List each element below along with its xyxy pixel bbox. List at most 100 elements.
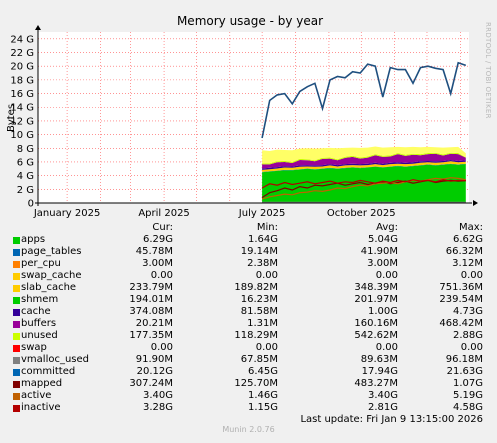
legend-row-buffers: buffers 20.21M 1.31M 160.16M 468.42M [0,318,497,330]
legend-name: swap_cache [21,270,82,281]
legend-row-active: active 3.40G 1.46G 3.40G 5.19G [0,390,497,402]
y-axis-arrow [35,25,41,30]
legend-header-min: Min: [256,222,278,233]
legend-min-value: 1.15G [247,402,278,413]
legend-avg-value: 41.90M [360,246,398,257]
legend-avg-value: 3.40G [367,390,398,401]
legend-min-value: 1.46G [247,390,278,401]
legend-max-value: 6.62G [452,234,483,245]
x-tick-label: July 2025 [238,208,286,219]
legend-cur-value: 374.08M [129,306,173,317]
legend-row-inactive: inactive 3.28G 1.15G 2.81G 4.58G [0,402,497,414]
legend-max-value: 96.18M [445,354,483,365]
legend-avg-value: 17.94G [361,366,398,377]
legend-row-per-cpu: per_cpu 3.00M 2.38M 3.00M 3.12M [0,258,497,270]
x-tick-label: October 2025 [327,208,396,219]
legend-swatch [13,381,20,388]
legend-max-value: 0.00 [460,342,483,353]
y-tick-label: 20 G [10,62,34,73]
legend-max-value: 239.54M [439,294,483,305]
legend-name: inactive [21,402,61,413]
legend-row-cache: cache 374.08M 81.58M 1.00G 4.73G [0,306,497,318]
y-tick-label: 0 [28,199,34,210]
legend-avg-value: 483.27M [354,378,398,389]
legend-min-value: 118.29M [234,330,278,341]
area-slab-cache [262,161,466,172]
legend-name: shmem [21,294,59,305]
line-committed [261,61,467,139]
legend-cur-value: 20.21M [135,318,173,329]
legend-cur-value: 194.01M [129,294,173,305]
legend-cur-value: 20.12G [136,366,173,377]
legend-name: page_tables [21,246,82,257]
y-tick-label: 18 G [10,75,34,86]
legend-avg-value: 89.63M [360,354,398,365]
legend-swatch [13,261,20,268]
legend-name: cache [21,306,51,317]
legend-max-value: 4.58G [452,402,483,413]
legend-row-apps: apps 6.29G 1.64G 5.04G 6.62G [0,234,497,246]
legend-min-value: 16.23M [240,294,278,305]
legend-max-value: 5.19G [452,390,483,401]
legend-avg-value: 0.00 [375,270,398,281]
legend-min-value: 0.00 [255,270,278,281]
area-unused [262,146,466,164]
legend-cur-value: 6.29G [142,234,173,245]
legend-swatch [13,273,20,280]
legend-min-value: 67.85M [240,354,278,365]
legend-max-value: 0.00 [460,270,483,281]
y-tick-label: 2 G [17,185,34,196]
legend-swatch [13,309,20,316]
y-tick-label: 8 G [17,144,34,155]
legend-header: Cur: Min: Avg: Max: [0,222,497,234]
legend-name: mapped [21,378,63,389]
legend-min-value: 81.58M [240,306,278,317]
x-axis-arrow [473,200,478,206]
legend-avg-value: 1.00G [367,306,398,317]
y-tick-label: 24 G [10,34,34,45]
legend-cur-value: 3.00M [142,258,173,269]
legend-name: committed [21,366,76,377]
legend-avg-value: 3.00M [367,258,398,269]
legend-swatch [13,405,20,412]
legend-min-value: 6.45G [247,366,278,377]
legend-avg-value: 160.16M [354,318,398,329]
legend-swatch [13,393,20,400]
legend-swatch [13,321,20,328]
y-tick-label: 6 G [17,157,34,168]
legend-cur-value: 177.35M [129,330,173,341]
legend-row-shmem: shmem 194.01M 16.23M 201.97M 239.54M [0,294,497,306]
legend-min-value: 1.31M [247,318,278,329]
legend-max-value: 66.32M [445,246,483,257]
legend-row-unused: unused 177.35M 118.29M 542.62M 2.88G [0,330,497,342]
legend-name: active [21,390,52,401]
legend-max-value: 21.63G [446,366,483,377]
legend-max-value: 468.42M [439,318,483,329]
line-inactive [261,179,466,189]
series-lines [261,61,467,203]
legend-swatch [13,357,20,364]
legend-max-value: 3.12M [452,258,483,269]
legend-name: buffers [21,318,57,329]
legend-name: unused [21,330,58,341]
legend-row-swap-cache: swap_cache 0.00 0.00 0.00 0.00 [0,270,497,282]
legend-min-value: 0.00 [255,342,278,353]
legend-header-avg: Avg: [376,222,398,233]
memory-chart: Memory usage - by year Bytes RRDTOOL / T… [6,14,492,219]
legend-swatch [13,345,20,352]
legend-cur-value: 3.40G [142,390,173,401]
legend-name: swap [21,342,47,353]
legend-swatch [13,297,20,304]
y-axis: 0 2 G 4 G 6 G 8 G 10 G 12 G 14 G 16 G 18 G 20 G 22 … [10,34,34,209]
legend-swatch [13,333,20,340]
legend-min-value: 125.70M [234,378,278,389]
legend-max-value: 751.36M [439,282,483,293]
legend-row-swap: swap 0.00 0.00 0.00 0.00 [0,342,497,354]
legend-avg-value: 5.04G [367,234,398,245]
legend-name: slab_cache [21,282,77,293]
legend-avg-value: 201.97M [354,294,398,305]
legend-cur-value: 3.28G [142,402,173,413]
y-tick-label: 12 G [10,116,34,127]
legend-header-cur: Cur: [152,222,173,233]
chart-title: Memory usage - by year [177,14,323,28]
